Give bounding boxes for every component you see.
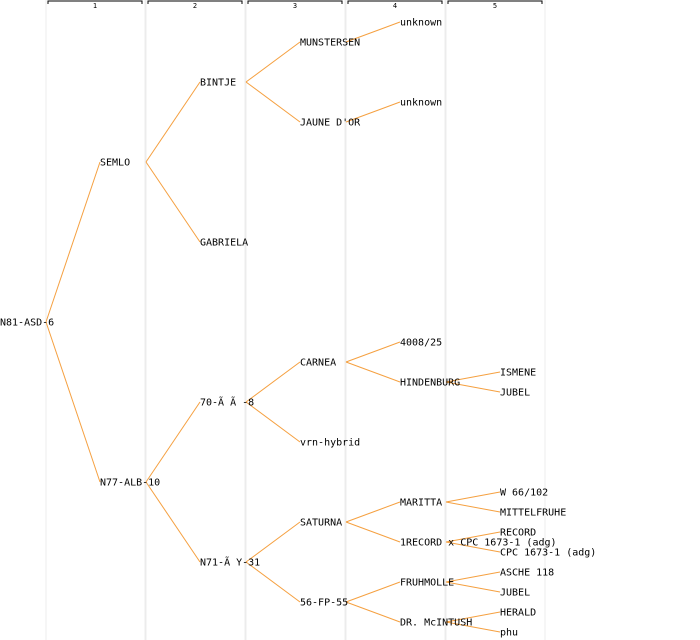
pedigree-node: vrn-hybrid [300,438,360,449]
pedigree-node: MITTELFRUHE [500,508,566,519]
parent-edge [445,381,501,393]
parent-edge [345,581,401,603]
pedigree-node: 4008/25 [400,338,442,349]
parent-edge [445,491,501,503]
parent-edge [245,401,301,443]
parent-edge [345,101,401,123]
parent-edge [445,581,501,593]
pedigree-node: JUBEL [500,588,530,599]
parent-edge [45,161,101,323]
pedigree-node: CARNEA [300,358,336,369]
parent-edge [145,161,201,243]
pedigree-node: unknown [400,98,442,109]
pedigree-root: N81-ASD-6 [0,318,54,329]
parent-edge [45,321,101,483]
generation-label: 5 [493,2,497,10]
parent-edge [245,41,301,83]
parent-edge [445,531,501,543]
pedigree-node: FRUHMOLLE [400,578,454,589]
pedigree-node: ASCHE 118 [500,568,554,579]
generation-bracket [147,0,243,4]
parent-edge [245,81,301,123]
pedigree-node: JUBEL [500,388,530,399]
pedigree-node: phu [500,628,518,639]
pedigree-node: N71-Ã Y-31 [200,556,260,569]
parent-edge [345,521,401,543]
pedigree-nodes: N81-ASD-6 SEMLO BINTJE MUNSTERSEN unknown JAU… [0,18,596,639]
parent-edge [445,371,501,383]
pedigree-node: HINDENBURG [400,378,460,389]
pedigree-node: SEMLO [100,158,130,169]
parent-edge [145,81,201,163]
pedigree-node: HERALD [500,608,536,619]
generation-bracket [347,0,443,4]
pedigree-node: GABRIELA [200,238,248,249]
generation-label: 1 [93,2,97,10]
pedigree-node: 56-FP-55 [300,598,348,609]
parent-edge [145,401,201,483]
parent-edge [345,21,401,43]
pedigree-node: SATURNA [300,518,342,529]
pedigree-node: 1RECORD x CPC 1673-1 (adg) [400,538,557,549]
parent-edge [345,341,401,363]
generation-label: 4 [393,2,397,10]
parent-edge [245,561,301,603]
generation-bracket [447,0,543,4]
pedigree-node: 70-Ã Ã -8 [200,396,254,409]
generation-label: 2 [193,2,197,10]
generation-label: 3 [293,2,297,10]
pedigree-edges [45,21,501,633]
parent-edge [445,611,501,623]
pedigree-node: N77-ALB-10 [100,478,160,489]
pedigree-node: CPC 1673-1 (adg) [500,548,596,559]
pedigree-node: W 66/102 [500,488,548,499]
generation-bracket [247,0,343,4]
parent-edge [445,501,501,513]
parent-edge [345,501,401,523]
pedigree-node: unknown [400,18,442,29]
pedigree-node: ISMENE [500,368,536,379]
parent-edge [245,361,301,403]
pedigree-node: BINTJE [200,78,236,89]
parent-edge [345,361,401,383]
parent-edge [145,481,201,563]
pedigree-node: DR. McINTUSH [400,618,472,629]
pedigree-node: JAUNE D'OR [300,118,361,129]
parent-edge [345,601,401,623]
parent-edge [245,521,301,563]
generation-bracket [47,0,143,4]
pedigree-node: MARITTA [400,498,442,509]
generation-column-lines [45,0,546,640]
pedigree-node: RECORD [500,528,536,539]
parent-edge [445,621,501,633]
parent-edge [445,571,501,583]
generation-header: 1 2 3 4 5 [47,0,543,10]
parent-edge [445,541,501,553]
pedigree-node: MUNSTERSEN [300,38,360,49]
